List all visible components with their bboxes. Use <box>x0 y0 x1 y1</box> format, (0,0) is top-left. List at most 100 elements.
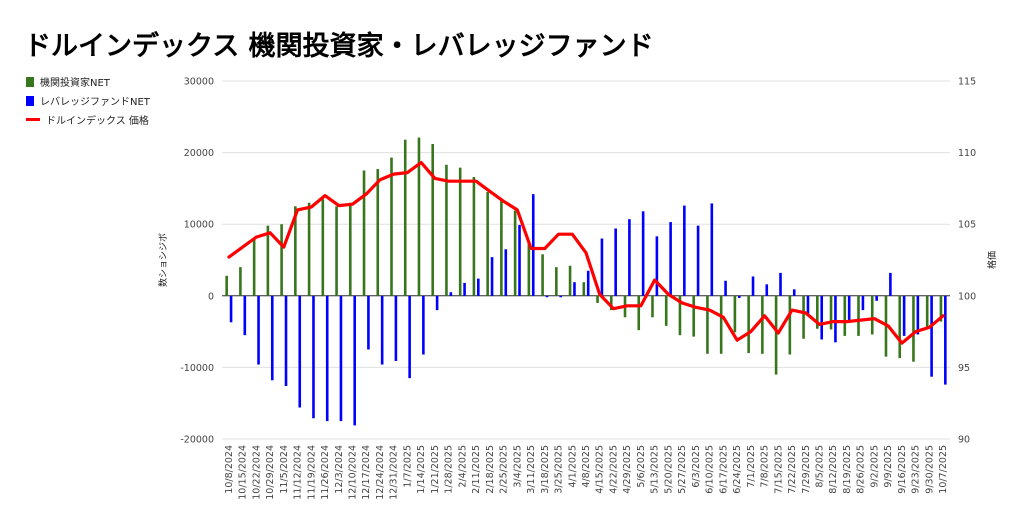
bar-institutional <box>266 225 270 296</box>
bar-leveraged <box>312 295 315 419</box>
x-tick-label: 10/22/2024 <box>251 445 262 500</box>
x-tick-label: 9/23/2025 <box>911 445 922 494</box>
bar-leveraged <box>435 295 439 311</box>
bar-leveraged <box>229 295 233 323</box>
bar-leveraged <box>724 280 727 296</box>
bar-leveraged <box>806 295 810 316</box>
x-tick-label: 8/5/2025 <box>815 445 826 488</box>
bar-institutional <box>527 242 531 296</box>
x-tick-label: 10/8/2024 <box>224 445 235 494</box>
bar-leveraged <box>669 222 672 296</box>
bar-institutional <box>802 295 805 339</box>
y-right-tick-label: 110 <box>958 148 976 159</box>
bar-institutional <box>555 267 558 296</box>
bar-institutional <box>678 295 682 336</box>
bar-leveraged <box>751 276 755 296</box>
bar-leveraged <box>655 236 659 296</box>
bar-leveraged <box>614 228 617 296</box>
bar-institutional <box>939 295 943 322</box>
x-tick-label: 10/7/2025 <box>938 445 949 494</box>
bar-leveraged <box>408 295 411 379</box>
bar-institutional <box>609 295 613 311</box>
bar-institutional <box>445 164 448 296</box>
y-right-tick-label: 90 <box>958 435 970 446</box>
bar-leveraged <box>834 295 837 343</box>
bar-leveraged <box>944 295 947 385</box>
bar-institutional <box>692 295 695 337</box>
x-tick-label: 6/10/2025 <box>705 445 716 494</box>
x-tick-label: 4/22/2025 <box>609 445 620 494</box>
bar-institutional <box>568 265 572 296</box>
bar-institutional <box>651 295 654 318</box>
bar-institutional <box>843 295 847 336</box>
legend-swatch-price <box>26 118 40 121</box>
bar-leveraged <box>930 295 933 377</box>
bar-leveraged <box>902 295 906 336</box>
x-tick-label: 12/17/2024 <box>361 445 372 500</box>
legend-swatch-leveraged <box>26 95 34 106</box>
bar-leveraged <box>600 238 604 296</box>
x-tick-label: 12/31/2024 <box>389 445 400 500</box>
legend-swatch-institutional <box>26 76 34 87</box>
bar-leveraged <box>696 225 700 296</box>
y-right-tick-label: 115 <box>958 77 976 88</box>
bar-leveraged <box>504 249 508 296</box>
bar-leveraged <box>284 295 288 387</box>
bar-institutional <box>472 176 476 296</box>
bar-institutional <box>403 139 407 296</box>
bar-leveraged <box>531 194 535 296</box>
bar-leveraged <box>861 295 865 311</box>
x-tick-label: 4/8/2025 <box>581 445 592 488</box>
x-tick-label: 4/1/2025 <box>567 445 578 488</box>
bar-leveraged <box>916 295 920 335</box>
chart-title: ドルインデックス 機関投資家・レバレッジファンド <box>24 31 654 62</box>
bar-institutional <box>252 239 256 296</box>
x-tick-label: 5/13/2025 <box>650 445 661 494</box>
x-tick-label: 5/27/2025 <box>677 445 688 494</box>
x-tick-label: 2/4/2025 <box>457 445 468 488</box>
x-tick-label: 2/25/2025 <box>499 445 510 494</box>
x-tick-label: 12/3/2024 <box>334 445 345 494</box>
bar-leveraged <box>367 295 370 350</box>
bar-leveraged <box>875 295 878 301</box>
bar-leveraged <box>628 219 631 296</box>
bar-institutional <box>307 202 311 296</box>
bar-institutional <box>321 199 325 296</box>
bar-leveraged <box>559 295 563 298</box>
bar-leveraged <box>765 284 769 296</box>
y-left-axis-title: 数ショシジボ <box>157 233 169 287</box>
bar-leveraged <box>847 295 851 321</box>
bar-institutional <box>925 295 929 327</box>
bar-institutional <box>225 275 228 296</box>
bar-institutional <box>486 191 489 296</box>
bar-institutional <box>500 200 503 296</box>
x-tick-label: 1/14/2025 <box>416 445 427 494</box>
bar-institutional <box>912 295 915 362</box>
x-tick-label: 9/2/2025 <box>870 445 881 488</box>
x-tick-label: 10/29/2024 <box>265 445 276 500</box>
bar-institutional <box>390 157 393 296</box>
bar-institutional <box>747 295 750 354</box>
bar-institutional <box>376 169 380 296</box>
x-tick-label: 1/21/2025 <box>430 445 441 494</box>
bar-leveraged <box>380 295 384 365</box>
price-line <box>227 161 945 345</box>
legend-item-leveraged: レバレッジファンドNET <box>26 91 150 110</box>
bar-institutional <box>541 254 544 296</box>
bar-leveraged <box>257 295 260 365</box>
bar-institutional <box>239 267 242 296</box>
y-right-axis-title: 格価 <box>986 251 998 269</box>
bar-leveraged <box>463 282 466 296</box>
y-left-tick-label: 30000 <box>184 77 214 88</box>
bar-leveraged <box>325 295 329 422</box>
x-tick-label: 9/30/2025 <box>924 445 935 494</box>
bar-institutional <box>596 295 599 303</box>
y-left-tick-label: 0 <box>208 291 214 302</box>
bar-leveraged <box>792 289 796 296</box>
y-right-tick-label: 105 <box>958 220 976 231</box>
x-tick-label: 5/6/2025 <box>636 445 647 488</box>
bar-institutional <box>431 144 435 296</box>
bar-institutional <box>706 295 709 354</box>
x-tick-label: 3/4/2025 <box>512 445 523 488</box>
